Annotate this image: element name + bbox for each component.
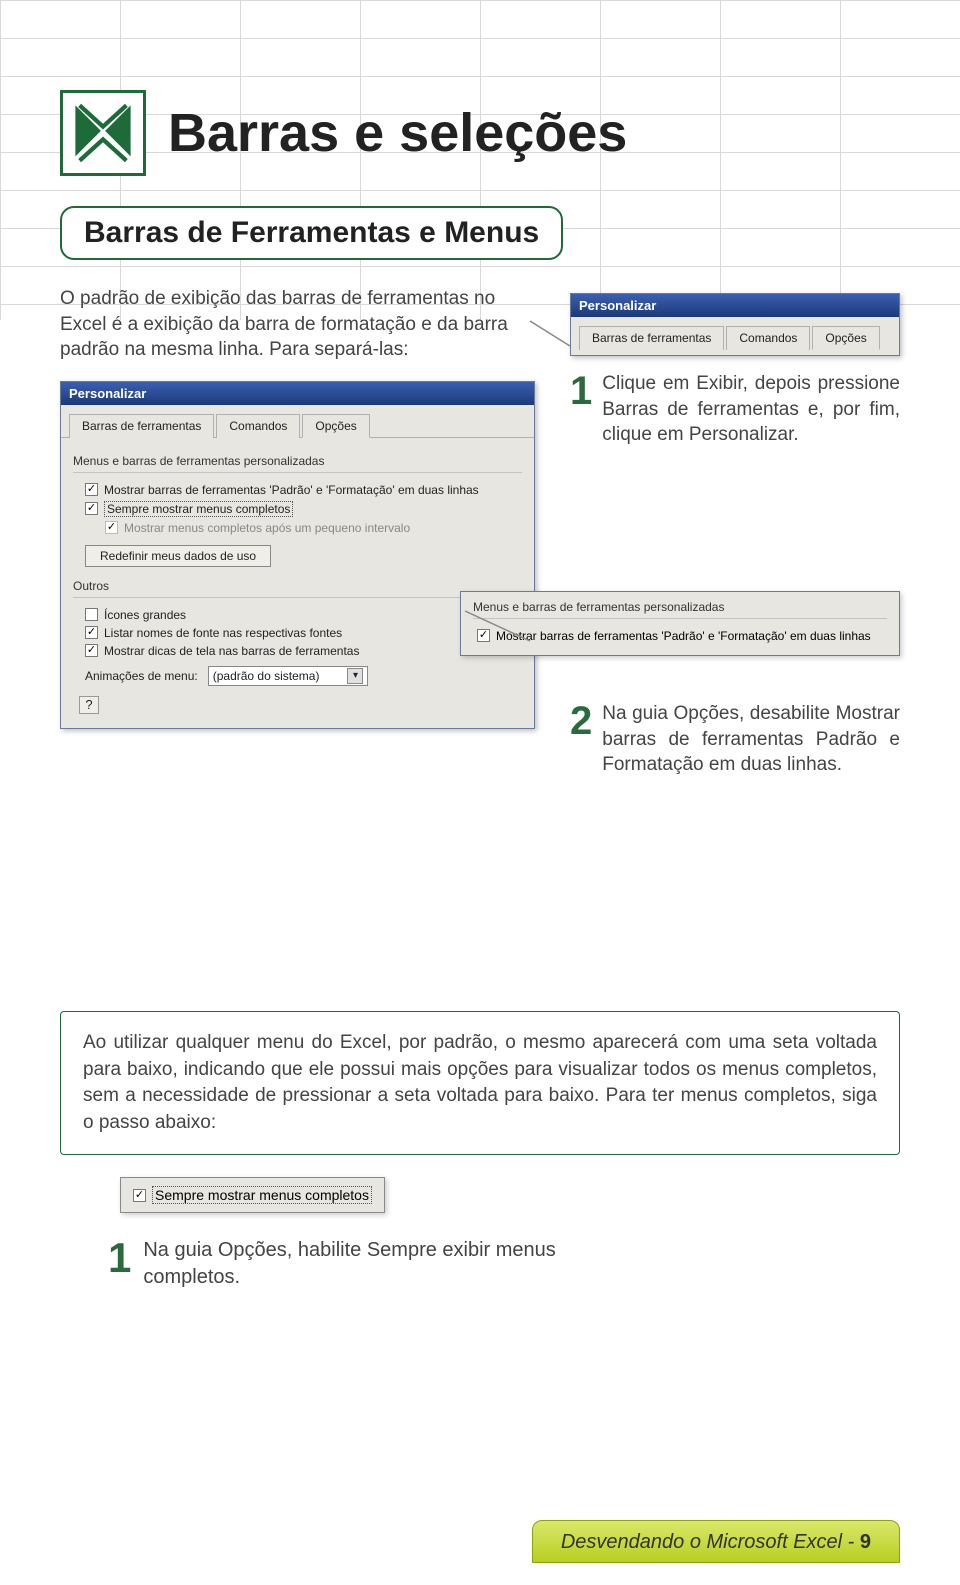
tab-opcoes[interactable]: Opções [812,326,879,350]
checkbox-row-apos-intervalo: Mostrar menus completos após um pequeno … [73,519,522,537]
dialog-personalizar-main: Personalizar Barras de ferramentas Coman… [60,381,535,729]
divider [473,618,887,619]
step-2: 2 Na guia Opções, desabilite Mostrar bar… [570,701,900,778]
step-text: Na guia Opções, habilite Sempre exibir m… [143,1237,563,1291]
select-row-animacoes: Animações de menu: (padrão do sistema) ▾ [73,660,522,688]
checkbox-icon[interactable] [85,608,98,621]
checkbox-label: Mostrar barras de ferramentas 'Padrão' e… [496,629,871,643]
footer-text: Desvendando o Microsoft Excel - [561,1531,854,1553]
group-label: Menus e barras de ferramentas personaliz… [473,600,887,614]
excel-icon [60,90,146,176]
checkbox-icon[interactable] [85,626,98,639]
tab-barras[interactable]: Barras de ferramentas [69,414,214,438]
divider [73,472,522,473]
checkbox-label: Mostrar barras de ferramentas 'Padrão' e… [104,483,479,497]
dialog-titlebar: Personalizar [571,294,899,317]
checkbox-icon[interactable] [477,629,490,642]
tab-comandos[interactable]: Comandos [216,414,300,438]
dialog-titlebar: Personalizar [61,382,534,405]
page-title: Barras e seleções [168,102,627,164]
select-label: Animações de menu: [85,669,198,683]
checkbox-row-sempre-mostrar[interactable]: Sempre mostrar menus completos [73,499,522,519]
footer-tab: Desvendando o Microsoft Excel - 9 [532,1520,900,1563]
checkbox-label: Mostrar dicas de tela nas barras de ferr… [104,644,359,658]
checkbox-icon[interactable] [85,644,98,657]
page-content: Barras e seleções Barras de Ferramentas … [0,0,960,1331]
dialog-personalizar-small: Personalizar Barras de ferramentas Coman… [570,293,900,356]
group-label-outros: Outros [73,579,522,593]
dialog-tabs: Barras de ferramentas Comandos Opções [61,405,534,438]
step-number: 1 [108,1237,131,1291]
button-redefinir[interactable]: Redefinir meus dados de uso [85,545,271,567]
divider [73,597,522,598]
checkbox-label: Ícones grandes [104,608,186,622]
checkbox-row-listar-fontes[interactable]: Listar nomes de fonte nas respectivas fo… [73,624,522,642]
checkbox-label: Mostrar menus completos após um pequeno … [124,521,410,535]
step-number: 2 [570,701,592,778]
tab-comandos[interactable]: Comandos [726,326,810,350]
info-paragraph: Ao utilizar qualquer menu do Excel, por … [60,1011,900,1155]
help-icon[interactable]: ? [79,696,99,714]
step-text: Clique em Exibir, depois pressione Barra… [602,371,900,448]
checkbox-icon[interactable] [85,502,98,515]
step-1: 1 Clique em Exibir, depois pressione Bar… [570,371,900,448]
checkbox-row-icones-grandes[interactable]: Ícones grandes [73,606,522,624]
step-bottom: 1 Na guia Opções, habilite Sempre exibir… [108,1237,900,1291]
title-row: Barras e seleções [60,90,900,176]
step-number: 1 [570,371,592,448]
group-label-menus: Menus e barras de ferramentas personaliz… [73,454,522,468]
checkbox-label-focused: Sempre mostrar menus completos [104,501,293,517]
tab-barras[interactable]: Barras de ferramentas [579,326,724,350]
checkbox-icon[interactable] [133,1189,146,1202]
chevron-down-icon[interactable]: ▾ [347,668,363,684]
select-animacoes[interactable]: (padrão do sistema) ▾ [208,666,369,686]
dialog-tabs: Barras de ferramentas Comandos Opções [571,317,899,355]
checkbox-icon[interactable] [85,483,98,496]
section-heading: Barras de Ferramentas e Menus [60,206,563,260]
tab-opcoes[interactable]: Opções [302,414,369,438]
checkbox-label: Listar nomes de fonte nas respectivas fo… [104,626,342,640]
checkbox-row-mostrar-dicas[interactable]: Mostrar dicas de tela nas barras de ferr… [73,642,522,660]
dialog-body: Menus e barras de ferramentas personaliz… [61,438,534,728]
checkbox-row-duas-linhas[interactable]: Mostrar barras de ferramentas 'Padrão' e… [73,481,522,499]
screenshots-region: Personalizar Barras de ferramentas Coman… [60,381,900,1001]
select-value: (padrão do sistema) [213,669,320,683]
intro-paragraph: O padrão de exibição das barras de ferra… [60,286,540,363]
checkbox-label-focused: Sempre mostrar menus completos [152,1186,372,1204]
step-text: Na guia Opções, desabilite Mostrar barra… [602,701,900,778]
checkbox-icon-disabled [105,521,118,534]
inset-snippet: Menus e barras de ferramentas personaliz… [460,591,900,656]
snippet-sempre-mostrar: Sempre mostrar menus completos [120,1177,385,1213]
footer-page-number: 9 [860,1531,871,1553]
checkbox-row[interactable]: Mostrar barras de ferramentas 'Padrão' e… [473,627,887,645]
